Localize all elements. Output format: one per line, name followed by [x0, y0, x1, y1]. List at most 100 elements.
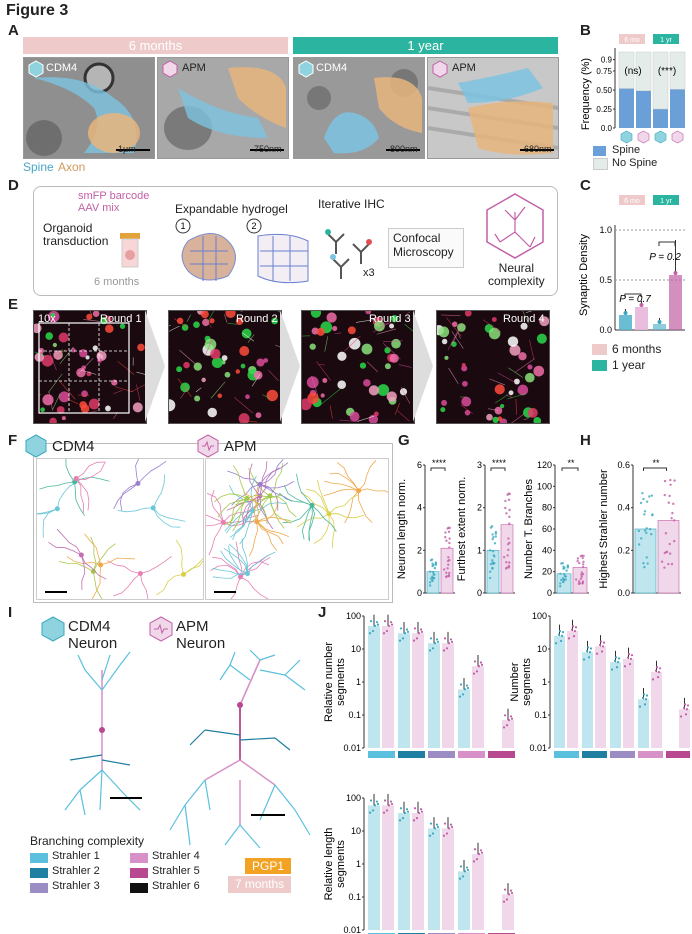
- strahler-label-2: Strahler 2: [52, 865, 100, 877]
- neurite: [394, 403, 400, 415]
- data-point: [566, 565, 570, 568]
- iterative-text: Iterative IHC: [318, 197, 385, 211]
- data-point: [448, 546, 451, 549]
- neurite: [48, 350, 57, 371]
- neurite: [186, 314, 191, 322]
- data-point: [429, 822, 433, 825]
- data-point: [433, 573, 436, 576]
- cell-soma: [58, 391, 70, 403]
- data-point: [436, 640, 440, 643]
- data-point: [436, 825, 440, 829]
- dendrite: [74, 476, 110, 483]
- dendrite: [91, 564, 101, 600]
- round-1-label: Round 1: [100, 313, 142, 325]
- data-point: [669, 483, 672, 486]
- dendrite: [223, 547, 248, 574]
- cdm4-neuron-tracing: [64, 651, 142, 816]
- cell-soma: [441, 338, 448, 345]
- data-point: [492, 535, 495, 539]
- sig-bracket: [561, 467, 579, 471]
- data-point: [489, 562, 493, 566]
- dendrite: [208, 522, 224, 556]
- age-tag: 7 months: [228, 876, 291, 893]
- cell-soma: [105, 324, 114, 333]
- bar: [567, 631, 578, 748]
- cell-soma: [193, 321, 200, 328]
- data-point: [385, 629, 389, 633]
- data-point: [412, 639, 416, 642]
- data-point: [448, 541, 451, 545]
- bar: [398, 813, 410, 930]
- soma: [237, 702, 243, 708]
- tag-6mo: [619, 34, 645, 44]
- cell-soma: [374, 320, 385, 332]
- data-point: [428, 584, 432, 587]
- data-point: [473, 848, 477, 851]
- cell-soma: [239, 346, 250, 356]
- data-point: [562, 573, 566, 576]
- data-point: [505, 566, 509, 569]
- tag-6mo-text: 6 mo: [624, 37, 640, 44]
- y-tick-label: 100: [532, 611, 547, 621]
- cell-soma: [451, 321, 458, 328]
- y-tick-label: 2: [417, 545, 422, 555]
- cell-soma: [461, 362, 466, 368]
- neurite: [507, 393, 527, 400]
- data-point: [683, 703, 687, 706]
- dendrite: [152, 507, 186, 522]
- data-point: [463, 688, 467, 691]
- cell-soma: [539, 316, 549, 327]
- data-point: [615, 666, 619, 669]
- strahler-key: [398, 751, 425, 758]
- neurite: [275, 344, 281, 348]
- strahler-label-4: Strahler 4: [152, 850, 200, 862]
- strahler-key: [610, 751, 635, 758]
- data-point: [587, 656, 591, 659]
- cell-soma: [240, 363, 246, 369]
- data-point: [562, 565, 565, 568]
- neurite: [189, 729, 291, 751]
- apm-tracing-box: [188, 458, 394, 609]
- y-tick-label: 10: [351, 826, 361, 836]
- dendrite: [135, 448, 140, 484]
- cdm4-hex-icon: [25, 434, 47, 458]
- dendrite: [358, 459, 377, 491]
- mag-label: 10x: [38, 313, 56, 325]
- neurite: [452, 324, 462, 344]
- cell-soma: [494, 406, 503, 415]
- dendrite: [76, 462, 106, 481]
- cell-soma: [235, 317, 244, 326]
- y-tick-label: 0: [477, 588, 482, 598]
- data-point: [557, 633, 561, 636]
- data-point: [663, 566, 666, 569]
- cell-soma: [524, 372, 535, 383]
- cell-soma: [384, 347, 391, 354]
- bar-no-spine: [652, 51, 669, 110]
- data-point: [403, 811, 407, 815]
- dendrite: [227, 470, 261, 485]
- bar: [502, 894, 514, 930]
- data-point: [403, 632, 407, 635]
- data-point: [461, 875, 465, 878]
- data-point: [576, 559, 579, 563]
- y-tick-label: 0.0: [599, 325, 612, 335]
- data-point: [599, 640, 603, 643]
- data-point: [503, 714, 507, 717]
- data-point: [567, 637, 571, 640]
- neurite: [324, 336, 329, 352]
- cell-soma: [326, 312, 337, 323]
- y-tick-label: 0.2: [617, 545, 630, 555]
- x3-text: x3: [363, 267, 375, 279]
- cell-soma: [111, 379, 118, 386]
- data-point: [371, 629, 375, 633]
- neurite: [204, 759, 276, 825]
- cell-soma: [42, 394, 54, 406]
- figure-title: Figure 3: [6, 2, 69, 19]
- neurite: [451, 331, 464, 349]
- dendrite: [256, 517, 292, 524]
- data-point: [429, 637, 433, 640]
- neurite: [368, 311, 371, 315]
- sig-stars: ****: [492, 458, 507, 468]
- dendrite: [212, 567, 248, 576]
- bar-spine: [653, 109, 668, 128]
